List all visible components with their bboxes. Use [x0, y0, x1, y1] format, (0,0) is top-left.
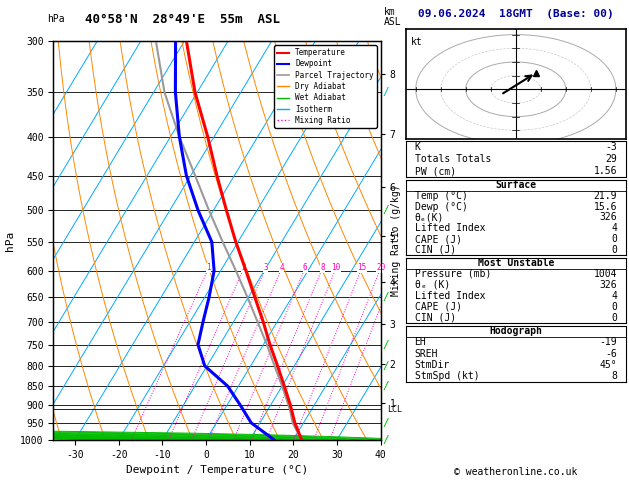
Text: hPa: hPa [47, 15, 65, 24]
Text: Mixing Ratio (g/kg): Mixing Ratio (g/kg) [391, 185, 401, 296]
Text: /: / [382, 418, 389, 428]
Text: -6: -6 [605, 348, 617, 359]
Text: Pressure (mb): Pressure (mb) [415, 269, 491, 279]
Text: LCL: LCL [387, 405, 402, 414]
Legend: Temperature, Dewpoint, Parcel Trajectory, Dry Adiabat, Wet Adiabat, Isotherm, Mi: Temperature, Dewpoint, Parcel Trajectory… [274, 45, 377, 128]
Text: 0: 0 [611, 234, 617, 244]
Text: SREH: SREH [415, 348, 438, 359]
Text: 0: 0 [611, 302, 617, 312]
Text: CAPE (J): CAPE (J) [415, 302, 462, 312]
Text: StmSpd (kt): StmSpd (kt) [415, 371, 479, 381]
Text: /: / [382, 206, 389, 215]
Text: θₑ(K): θₑ(K) [415, 212, 444, 223]
Text: 45°: 45° [599, 360, 617, 370]
Text: /: / [382, 340, 389, 349]
Text: 15.6: 15.6 [594, 202, 617, 212]
Text: Lifted Index: Lifted Index [415, 291, 485, 301]
Text: 1004: 1004 [594, 269, 617, 279]
Text: /: / [382, 87, 389, 97]
Text: ASL: ASL [384, 17, 401, 27]
Text: 326: 326 [599, 212, 617, 223]
Text: CIN (J): CIN (J) [415, 245, 455, 255]
Text: 4: 4 [611, 291, 617, 301]
Text: CAPE (J): CAPE (J) [415, 234, 462, 244]
Text: StmDir: StmDir [415, 360, 450, 370]
Text: 8: 8 [611, 371, 617, 381]
Text: 0: 0 [611, 245, 617, 255]
Text: Lifted Index: Lifted Index [415, 223, 485, 233]
Text: Temp (°C): Temp (°C) [415, 191, 467, 201]
Text: Dewp (°C): Dewp (°C) [415, 202, 467, 212]
Text: 1: 1 [206, 263, 211, 273]
Text: 15: 15 [357, 263, 367, 273]
Text: 6: 6 [303, 263, 308, 273]
Text: CIN (J): CIN (J) [415, 312, 455, 323]
Text: θₑ (K): θₑ (K) [415, 280, 450, 290]
Y-axis label: hPa: hPa [4, 230, 14, 251]
Text: /: / [382, 361, 389, 371]
Text: 09.06.2024  18GMT  (Base: 00): 09.06.2024 18GMT (Base: 00) [418, 9, 614, 18]
Text: 0: 0 [611, 312, 617, 323]
Text: /: / [382, 435, 389, 445]
Text: EH: EH [415, 337, 426, 347]
Text: 326: 326 [599, 280, 617, 290]
Text: 8: 8 [320, 263, 325, 273]
Text: 4: 4 [279, 263, 284, 273]
Text: Totals Totals: Totals Totals [415, 154, 491, 164]
Text: 40°58'N  28°49'E  55m  ASL: 40°58'N 28°49'E 55m ASL [85, 13, 280, 26]
Text: K: K [415, 142, 420, 152]
Text: kt: kt [411, 37, 423, 47]
Text: 29: 29 [605, 154, 617, 164]
Text: 21.9: 21.9 [594, 191, 617, 201]
Text: 1.56: 1.56 [594, 166, 617, 176]
Text: Surface: Surface [495, 180, 537, 190]
Text: km: km [384, 7, 396, 17]
Text: © weatheronline.co.uk: © weatheronline.co.uk [454, 467, 577, 477]
Text: 20: 20 [376, 263, 386, 273]
Text: 4: 4 [611, 223, 617, 233]
Text: /: / [382, 381, 389, 391]
Text: PW (cm): PW (cm) [415, 166, 455, 176]
Text: 2: 2 [242, 263, 246, 273]
Text: -19: -19 [599, 337, 617, 347]
Text: -3: -3 [605, 142, 617, 152]
Text: Hodograph: Hodograph [489, 326, 542, 336]
Text: /: / [382, 292, 389, 302]
Text: Most Unstable: Most Unstable [477, 258, 554, 268]
Text: 10: 10 [331, 263, 341, 273]
Text: 3: 3 [264, 263, 268, 273]
X-axis label: Dewpoint / Temperature (°C): Dewpoint / Temperature (°C) [126, 465, 308, 475]
